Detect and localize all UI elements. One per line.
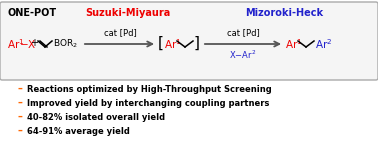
Text: $\mathregular{Ar^1}$: $\mathregular{Ar^1}$ — [285, 37, 302, 51]
Text: –: – — [17, 84, 22, 94]
Text: $\mathregular{Ar^2}$: $\mathregular{Ar^2}$ — [315, 37, 332, 51]
Text: –: – — [17, 112, 22, 122]
Text: cat [Pd]: cat [Pd] — [104, 28, 136, 37]
Text: $\mathregular{Ar^1}$: $\mathregular{Ar^1}$ — [7, 37, 25, 51]
Text: Reactions optimized by High-Throughput Screening: Reactions optimized by High-Throughput S… — [27, 84, 272, 93]
Text: Suzuki-Miyaura: Suzuki-Miyaura — [85, 8, 170, 18]
Text: Improved yield by interchanging coupling partners: Improved yield by interchanging coupling… — [27, 99, 270, 108]
Text: –: – — [17, 98, 22, 108]
Text: $\mathregular{-X}$: $\mathregular{-X}$ — [19, 38, 36, 50]
Text: $\mathregular{Ar^1}$: $\mathregular{Ar^1}$ — [164, 37, 181, 51]
FancyBboxPatch shape — [0, 2, 378, 80]
Text: +: + — [30, 39, 38, 48]
Text: cat [Pd]: cat [Pd] — [227, 28, 259, 37]
Text: ONE-POT: ONE-POT — [7, 8, 56, 18]
Text: $\mathregular{BOR_2}$: $\mathregular{BOR_2}$ — [53, 38, 78, 50]
Text: –: – — [17, 126, 22, 136]
Text: 40-82% isolated overall yield: 40-82% isolated overall yield — [27, 112, 165, 122]
Text: Mizoroki-Heck: Mizoroki-Heck — [245, 8, 323, 18]
Text: [: [ — [158, 36, 164, 51]
Text: $\mathregular{X{-}Ar^2}$: $\mathregular{X{-}Ar^2}$ — [229, 49, 257, 61]
Text: ]: ] — [194, 36, 200, 51]
Text: 64-91% average yield: 64-91% average yield — [27, 126, 130, 135]
